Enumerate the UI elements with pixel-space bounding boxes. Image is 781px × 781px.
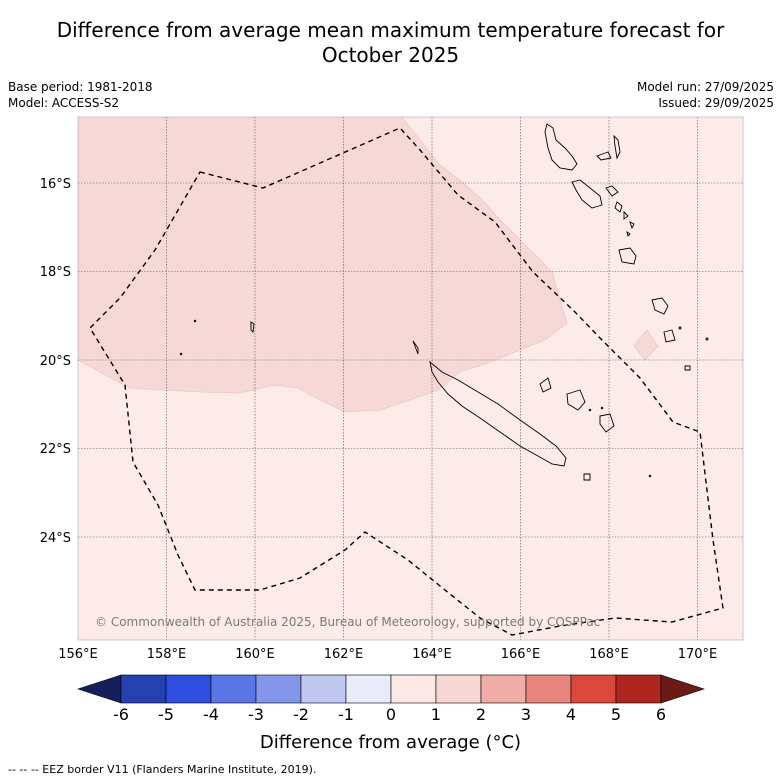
lat-label: 16°S: [40, 177, 71, 192]
model-run-text: Model run: 27/09/2025: [636, 80, 774, 94]
issued-text: Issued: 29/09/2025: [658, 96, 774, 110]
base-period-text: Base period: 1981-2018: [8, 80, 153, 94]
anomaly-region-1-2: [78, 117, 568, 413]
colorbar-swatch: [570, 674, 617, 704]
colorbar-label: Difference from average (°C): [259, 732, 522, 753]
graticule: [78, 117, 743, 640]
lon-label: 170°E: [678, 647, 718, 662]
colorbar-extend-high: [660, 674, 705, 704]
colorbar-swatch: [390, 674, 437, 704]
model-text: Model: ACCESS-S2: [8, 96, 120, 110]
colorbar-swatch: [120, 674, 167, 704]
title-line-1: Difference from average mean maximum tem…: [56, 18, 725, 42]
colorbar-tick-label: -3: [248, 705, 264, 724]
lon-label: 168°E: [589, 647, 629, 662]
lon-label: 164°E: [412, 647, 452, 662]
latitude-labels: 16°S 18°S 20°S 22°S 24°S: [40, 177, 71, 546]
copyright-text: © Commonwealth of Australia 2025, Bureau…: [95, 615, 600, 629]
colorbar-tick-label: 3: [520, 705, 532, 724]
colorbar-swatch: [615, 674, 662, 704]
colorbar-extend-low: [77, 674, 122, 704]
vanuatu-islands: [544, 123, 709, 371]
colorbar-swatch: [480, 674, 527, 704]
colorbar-tick-label: -2: [293, 705, 309, 724]
lat-label: 20°S: [40, 354, 71, 369]
colorbar-swatch: [165, 674, 212, 704]
colorbar-swatch: [435, 674, 482, 704]
colorbar-swatch: [525, 674, 572, 704]
colorbar-tick-label: -1: [338, 705, 354, 724]
lat-label: 22°S: [40, 442, 71, 457]
coral-sea-islets: [179, 319, 255, 356]
colorbar-tick-label: -4: [203, 705, 219, 724]
colorbar-swatch: [345, 674, 392, 704]
lat-label: 24°S: [40, 531, 71, 546]
title-line-2: October 2025: [321, 43, 460, 67]
colorbar-tick-label: -6: [113, 705, 129, 724]
map-frame: [77, 116, 744, 641]
colorbar-tick-label: -5: [158, 705, 174, 724]
colorbar-swatch: [255, 674, 302, 704]
eez-legend-note: -- -- -- EEZ border V11 (Flanders Marine…: [8, 763, 317, 776]
eez-border: [89, 127, 724, 636]
colorbar-swatch: [210, 674, 257, 704]
colorbar-tick-label: 1: [430, 705, 442, 724]
chart-title: Difference from average mean maximum tem…: [0, 18, 781, 68]
metadata-left: Base period: 1981-2018 Model: ACCESS-S2: [8, 79, 153, 111]
lon-label: 156°E: [58, 647, 98, 662]
colorbar: [77, 674, 705, 704]
lon-label: 162°E: [324, 647, 364, 662]
colorbar-tick-label: 4: [565, 705, 577, 724]
lon-label: 158°E: [147, 647, 187, 662]
colorbar-tick-label: 2: [475, 705, 487, 724]
new-caledonia: [412, 340, 652, 481]
colorbar-tick-label: 0: [385, 705, 397, 724]
lon-label: 166°E: [501, 647, 541, 662]
colorbar-tick-label: 5: [610, 705, 622, 724]
colorbar-tick-label: 6: [655, 705, 667, 724]
longitude-labels: 156°E 158°E 160°E 162°E 164°E 166°E 168°…: [58, 647, 717, 662]
colorbar-swatch: [300, 674, 347, 704]
lat-label: 18°S: [40, 265, 71, 280]
metadata-right: Model run: 27/09/2025 Issued: 29/09/2025: [637, 79, 774, 111]
lon-label: 160°E: [235, 647, 275, 662]
